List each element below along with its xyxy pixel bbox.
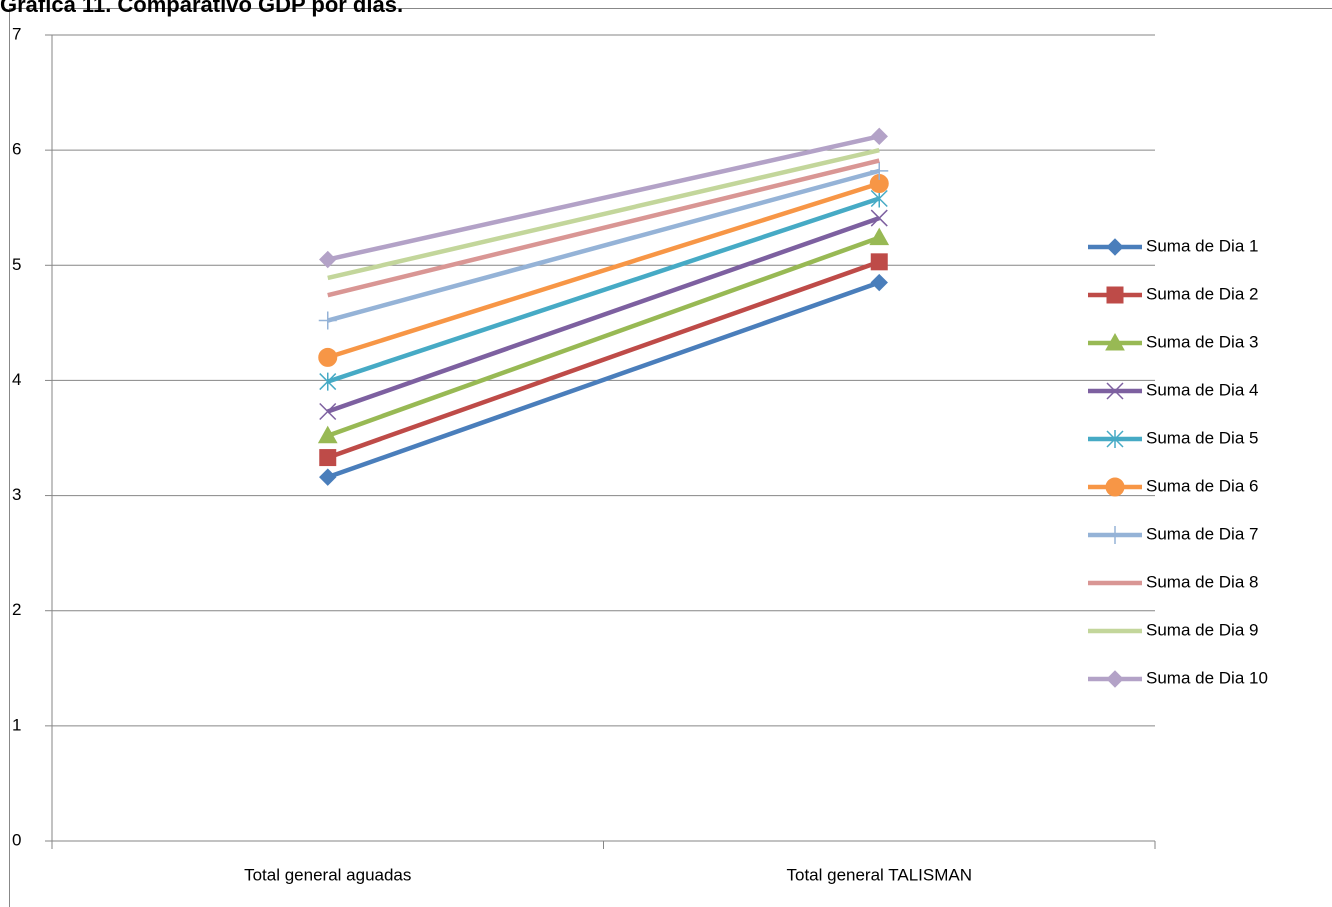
legend-label: Suma de Dia 4: [1146, 380, 1258, 399]
marker: [319, 372, 337, 391]
marker: [870, 253, 888, 271]
series-line: [327, 147, 880, 281]
marker: [319, 468, 337, 486]
x-tick-label: Total general aguadas: [244, 865, 411, 884]
y-tick-label: 5: [12, 255, 21, 274]
series-line: [327, 196, 880, 384]
marker: [1105, 332, 1125, 351]
legend-label: Suma de Dia 3: [1146, 332, 1258, 351]
legend-label: Suma de Dia 8: [1146, 572, 1258, 591]
marker: [869, 227, 890, 246]
legend-label: Suma de Dia 6: [1146, 476, 1258, 495]
marker: [319, 250, 337, 269]
legend-label: Suma de Dia 5: [1146, 428, 1258, 447]
marker: [1106, 238, 1124, 256]
marker: [317, 425, 338, 444]
series-line: [327, 168, 880, 323]
series-line: [327, 158, 880, 298]
marker: [318, 311, 337, 330]
marker: [870, 161, 889, 180]
legend-label: Suma de Dia 7: [1146, 524, 1258, 543]
title-bg: [0, 0, 700, 8]
marker: [1106, 286, 1124, 304]
marker: [1106, 526, 1124, 544]
marker: [1106, 430, 1124, 448]
series-line: [327, 215, 880, 414]
y-tick-label: 3: [12, 485, 21, 504]
series-line: [327, 181, 880, 360]
series-line: [326, 259, 881, 460]
chart-title: Gráfica 11. Comparativo GDP por días.: [0, 0, 403, 17]
legend-label: Suma de Dia 10: [1146, 668, 1268, 687]
marker: [1106, 382, 1124, 400]
y-tick-label: 1: [12, 715, 21, 734]
chart-frame: [9, 8, 1332, 907]
y-tick-label: 2: [12, 600, 21, 619]
marker: [319, 402, 337, 421]
marker: [870, 209, 888, 227]
legend-label: Suma de Dia 2: [1146, 284, 1258, 303]
y-tick-label: 6: [12, 140, 21, 159]
marker: [1105, 477, 1125, 497]
legend-label: Suma de Dia 1: [1146, 236, 1258, 255]
y-tick-label: 7: [12, 24, 21, 43]
series-line: [327, 134, 880, 262]
legend-label: Suma de Dia 9: [1146, 620, 1258, 639]
y-tick-label: 4: [12, 370, 21, 389]
marker: [1106, 670, 1124, 688]
y-tick-label: 0: [12, 830, 21, 849]
marker: [318, 347, 338, 367]
x-tick-label: Total general TALISMAN: [786, 865, 972, 884]
marker: [319, 449, 337, 467]
marker: [870, 273, 888, 292]
series-line: [326, 235, 881, 438]
series-line: [327, 280, 880, 480]
marker: [870, 127, 888, 146]
